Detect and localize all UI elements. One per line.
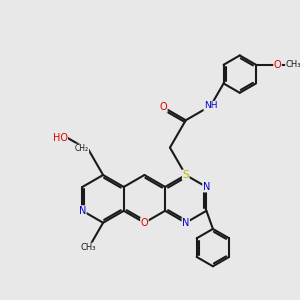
- Text: CH₃: CH₃: [81, 243, 97, 252]
- Text: HO: HO: [52, 133, 68, 143]
- Text: O: O: [274, 60, 281, 70]
- Text: CH₂: CH₂: [75, 144, 89, 153]
- Text: N: N: [182, 218, 189, 228]
- Text: N: N: [79, 206, 86, 216]
- Text: S: S: [182, 170, 189, 180]
- Text: O: O: [160, 102, 167, 112]
- Text: O: O: [141, 218, 148, 228]
- Text: NH: NH: [204, 101, 218, 110]
- Text: N: N: [203, 182, 210, 192]
- Text: CH₃: CH₃: [286, 60, 300, 69]
